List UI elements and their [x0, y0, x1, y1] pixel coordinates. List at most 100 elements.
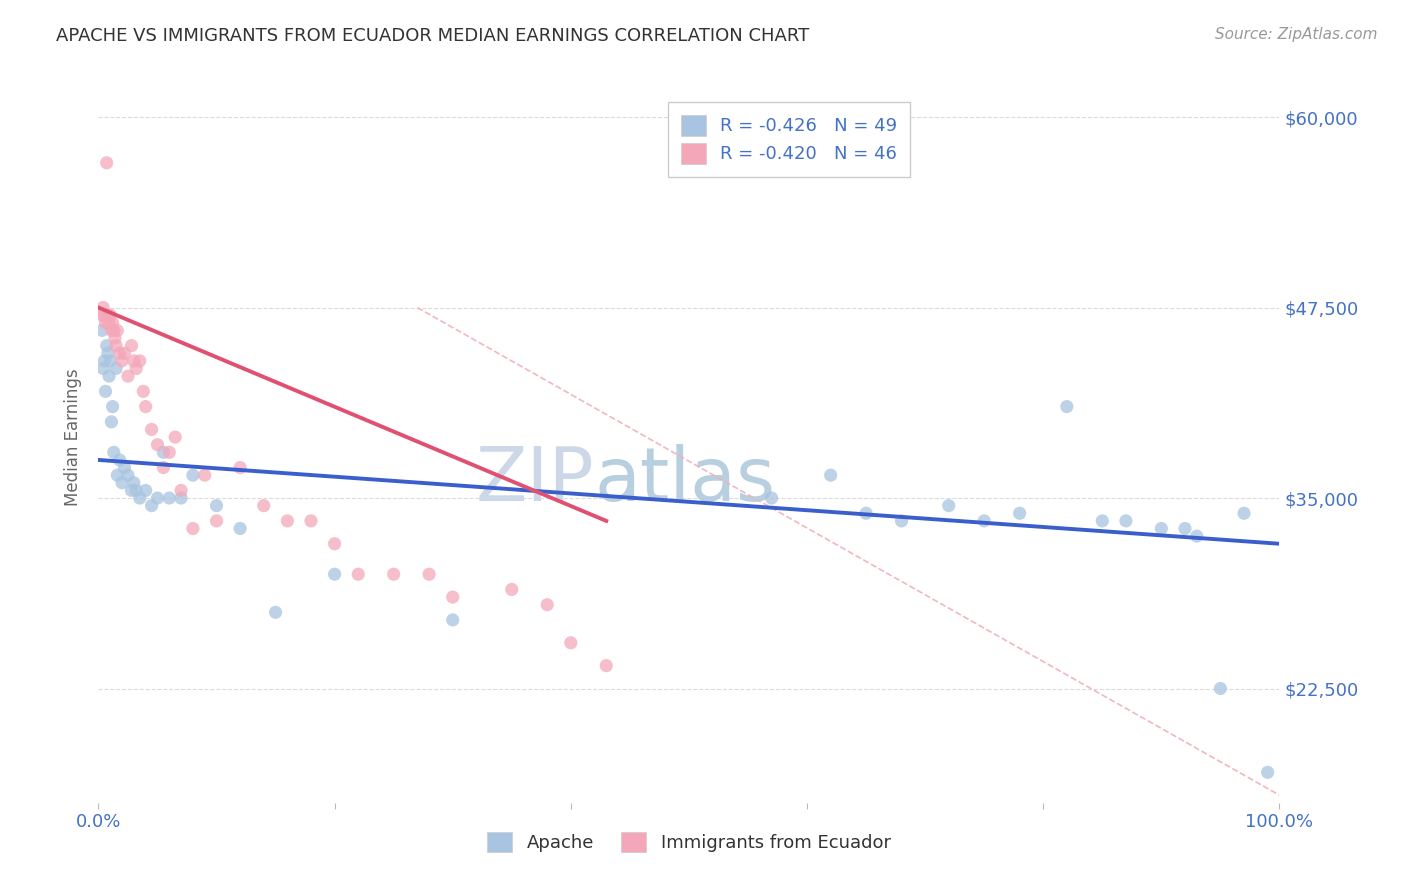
Text: ZIP: ZIP	[475, 444, 595, 517]
Point	[141, 499, 163, 513]
Point	[111, 475, 134, 490]
Point	[595, 658, 617, 673]
Point	[141, 422, 163, 436]
Point	[1056, 400, 1078, 414]
Point	[93, 308, 115, 322]
Point	[253, 499, 276, 513]
Point	[121, 339, 143, 353]
Point	[938, 499, 960, 513]
Point	[91, 323, 114, 337]
Point	[1233, 506, 1256, 520]
Point	[122, 475, 145, 490]
Point	[91, 308, 114, 322]
Point	[135, 483, 157, 498]
Point	[229, 521, 252, 535]
Point	[117, 369, 139, 384]
Point	[855, 506, 877, 520]
Legend: Apache, Immigrants from Ecuador: Apache, Immigrants from Ecuador	[479, 824, 898, 860]
Point	[890, 514, 912, 528]
Point	[418, 567, 440, 582]
Point	[98, 369, 121, 384]
Point	[276, 514, 298, 528]
Text: APACHE VS IMMIGRANTS FROM ECUADOR MEDIAN EARNINGS CORRELATION CHART: APACHE VS IMMIGRANTS FROM ECUADOR MEDIAN…	[56, 27, 810, 45]
Point	[117, 468, 139, 483]
Point	[170, 491, 193, 505]
Point	[382, 567, 405, 582]
Point	[108, 346, 131, 360]
Text: atlas: atlas	[595, 444, 776, 517]
Point	[135, 400, 157, 414]
Point	[205, 514, 228, 528]
Point	[105, 361, 128, 376]
Point	[128, 354, 150, 368]
Point	[536, 598, 558, 612]
Point	[323, 567, 346, 582]
Point	[194, 468, 217, 483]
Point	[111, 354, 134, 368]
Point	[112, 346, 135, 360]
Point	[157, 491, 180, 505]
Point	[94, 384, 117, 399]
Point	[104, 331, 127, 345]
Point	[347, 567, 370, 582]
Point	[157, 445, 180, 459]
Point	[97, 346, 120, 360]
Point	[323, 537, 346, 551]
Point	[181, 521, 204, 535]
Point	[560, 636, 582, 650]
Point	[125, 483, 148, 498]
Point	[103, 445, 125, 459]
Point	[98, 308, 121, 322]
Point	[1209, 681, 1232, 696]
Point	[170, 483, 193, 498]
Point	[1150, 521, 1173, 535]
Point	[101, 400, 124, 414]
Point	[146, 438, 169, 452]
Point	[761, 491, 783, 505]
Point	[152, 445, 174, 459]
Point	[105, 339, 128, 353]
Point	[441, 613, 464, 627]
Point	[973, 514, 995, 528]
Point	[441, 590, 464, 604]
Point	[125, 361, 148, 376]
Point	[264, 605, 287, 619]
Point	[132, 384, 155, 399]
Point	[146, 491, 169, 505]
Point	[152, 460, 174, 475]
Point	[181, 468, 204, 483]
Point	[1174, 521, 1197, 535]
Point	[96, 155, 118, 169]
Point	[299, 514, 322, 528]
Point	[94, 316, 117, 330]
Point	[205, 499, 228, 513]
Point	[98, 316, 121, 330]
Text: Source: ZipAtlas.com: Source: ZipAtlas.com	[1215, 27, 1378, 42]
Point	[1008, 506, 1031, 520]
Point	[100, 415, 122, 429]
Point	[97, 308, 120, 322]
Point	[229, 460, 252, 475]
Point	[501, 582, 523, 597]
Point	[1257, 765, 1279, 780]
Point	[101, 316, 124, 330]
Point	[112, 460, 135, 475]
Point	[820, 468, 842, 483]
Point	[103, 323, 125, 337]
Point	[1091, 514, 1114, 528]
Point	[1115, 514, 1137, 528]
Point	[105, 323, 128, 337]
Point	[100, 323, 122, 337]
Point	[91, 301, 114, 315]
Point	[98, 354, 121, 368]
Point	[121, 483, 143, 498]
Point	[1185, 529, 1208, 543]
Point	[128, 491, 150, 505]
Y-axis label: Median Earnings: Median Earnings	[65, 368, 83, 506]
Point	[96, 339, 118, 353]
Point	[93, 354, 115, 368]
Point	[91, 361, 114, 376]
Point	[108, 453, 131, 467]
Point	[105, 468, 128, 483]
Point	[122, 354, 145, 368]
